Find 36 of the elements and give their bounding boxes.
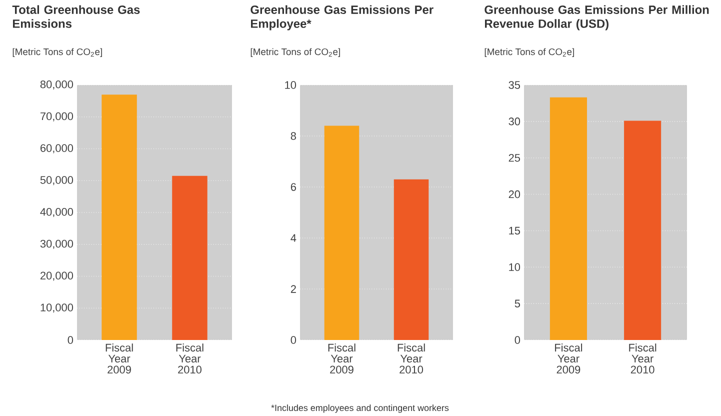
y-tick-label: 6 [290, 183, 296, 191]
y-tick-label: 35 [508, 81, 520, 89]
y-tick-label: 20,000 [40, 272, 74, 281]
chart-subtitle: [Metric Tons of CO$_{2}$e] [250, 48, 340, 58]
chart-subtitle: [Metric Tons of CO$_{2}$e] [484, 48, 574, 58]
y-tick-label: 5 [514, 300, 520, 308]
x-tick-label: Fiscal Year 2010 [629, 344, 656, 374]
y-tick-label: 10 [285, 81, 296, 89]
y-tick-label: 60,000 [40, 144, 74, 154]
y-tick-label: 4 [290, 234, 296, 242]
chart-subtitle: [Metric Tons of CO$_{2}$e] [12, 48, 102, 58]
y-tick-label: 10,000 [40, 304, 74, 313]
y-tick-label: 30,000 [40, 240, 74, 249]
y-tick-label: 0 [68, 336, 74, 344]
y-tick-label: 25 [508, 154, 520, 162]
y-tick-label: 40,000 [40, 208, 74, 218]
y-tick-label: 10 [509, 263, 520, 272]
x-tick-label: Fiscal Year 2009 [106, 344, 133, 374]
y-tick-label: 50,000 [40, 176, 74, 186]
chart-title: Greenhouse Gas Emissions Per Employee* [250, 5, 434, 30]
y-tick-label: 30 [508, 118, 520, 126]
chart-title: Total Greenhouse Gas Emissions [12, 5, 140, 28]
y-tick-label: 0 [514, 336, 520, 344]
x-tick-label: Fiscal Year 2009 [328, 344, 356, 374]
y-tick-label: 80,000 [40, 80, 74, 90]
y-tick-label: 15 [509, 226, 520, 235]
y-tick-label: 20 [508, 190, 520, 198]
y-tick-label: 70,000 [40, 112, 74, 122]
chart-title: Greenhouse Gas Emissions Per Million Revenue Dollar (USD) [484, 5, 709, 30]
text: *Includes employees and contingent workers [271, 404, 449, 413]
y-tick-label: 8 [290, 132, 296, 140]
x-tick-label: Fiscal Year 2010 [398, 344, 425, 374]
x-tick-label: Fiscal Year 2010 [176, 344, 204, 374]
y-tick-label: 0 [290, 336, 296, 344]
x-tick-label: Fiscal Year 2009 [555, 344, 582, 374]
y-tick-label: 2 [290, 285, 296, 293]
